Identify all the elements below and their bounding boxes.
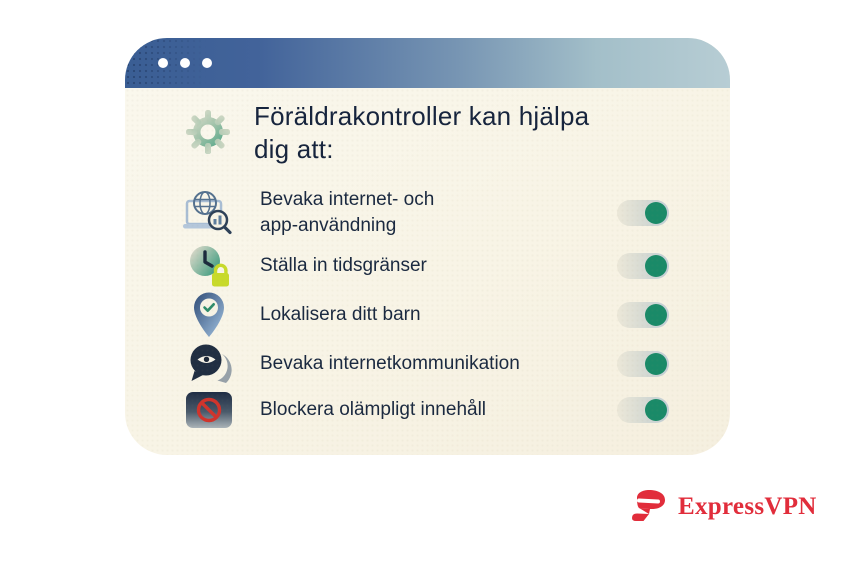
toggle-knob <box>645 202 667 224</box>
feature-row-time-limits: Ställa in tidsgränser <box>183 243 669 289</box>
feature-row-locate-child: Lokalisera ditt barn <box>183 290 669 340</box>
toggle-communication[interactable] <box>617 350 669 377</box>
feature-list: Bevaka internet- och app-användning <box>183 184 669 432</box>
window-dot-icon[interactable] <box>202 58 212 68</box>
feature-label: Bevaka internetkommunikation <box>260 352 520 374</box>
expressvpn-logo-icon <box>627 489 669 525</box>
parental-controls-card: Föräldrakontroller kan hjälpa dig att: <box>125 38 730 455</box>
title-row: Föräldrakontroller kan hjälpa dig att: <box>183 100 669 166</box>
window-dot-icon[interactable] <box>180 58 190 68</box>
window-controls <box>158 58 212 68</box>
brand-logo: ExpressVPN <box>627 489 817 525</box>
toggle-knob <box>645 398 667 421</box>
laptop-globe-search-icon <box>183 190 235 236</box>
feature-label: Lokalisera ditt barn <box>260 304 421 325</box>
gear-icon <box>183 106 233 156</box>
toggle-locate-child[interactable] <box>617 302 669 328</box>
feature-row-internet-app-usage: Bevaka internet- och app-användning <box>183 184 669 242</box>
page-title: Föräldrakontroller kan hjälpa dig att: <box>254 101 590 164</box>
blocked-content-icon <box>183 390 235 430</box>
toggle-knob <box>645 304 667 326</box>
brand-wordmark: ExpressVPN <box>678 493 817 520</box>
toggle-internet-app-usage[interactable] <box>617 200 669 226</box>
toggle-knob <box>645 352 667 375</box>
chat-eye-icon <box>183 343 235 385</box>
window-dot-icon[interactable] <box>158 58 168 68</box>
location-pin-check-icon <box>183 290 235 340</box>
toggle-block-content[interactable] <box>617 396 669 423</box>
feature-row-communication: Bevaka internetkommunikation <box>183 341 669 386</box>
feature-row-block-content: Blockera olämpligt innehåll <box>183 387 669 432</box>
toggle-time-limits[interactable] <box>617 253 669 279</box>
card-body: Föräldrakontroller kan hjälpa dig att: <box>125 88 730 432</box>
feature-label: Bevaka internet- och app-användning <box>260 189 435 236</box>
clock-lock-icon <box>183 243 235 289</box>
feature-label: Ställa in tidsgränser <box>260 255 427 276</box>
feature-label: Blockera olämpligt innehåll <box>260 398 487 420</box>
toggle-knob <box>645 255 667 277</box>
window-titlebar <box>125 38 730 88</box>
